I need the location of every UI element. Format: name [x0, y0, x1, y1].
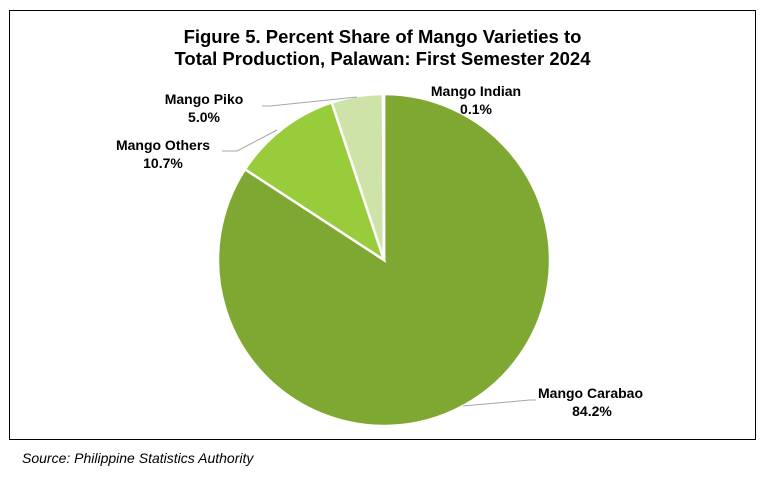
leader-line-mango-carabao [462, 399, 536, 407]
chart-frame [9, 10, 756, 440]
leader-line-mango-piko [262, 96, 358, 107]
slice-value-mango-piko: 5.0% [188, 109, 220, 125]
chart-title-line-1: Figure 5. Percent Share of Mango Varieti… [183, 26, 582, 47]
pie-slices [216, 92, 552, 428]
pie-slice-mango-others [243, 100, 387, 264]
slice-label-mango-piko: Mango Piko [165, 91, 244, 107]
slice-label-mango-indian: Mango Indian [431, 83, 521, 99]
chart-title: Figure 5. Percent Share of Mango Varieti… [9, 26, 756, 70]
slice-label-mango-others: Mango Others [116, 137, 210, 153]
leader-lines [222, 96, 536, 407]
slice-label-mango-carabao: Mango Carabao [538, 385, 643, 401]
leader-line-mango-others [222, 129, 278, 152]
slice-value-mango-carabao: 84.2% [572, 403, 612, 419]
slice-value-mango-others: 10.7% [143, 155, 183, 171]
source-note: Source: Philippine Statistics Authority [22, 450, 254, 466]
pie-slice-mango-indian [381, 92, 386, 261]
slice-labels: Mango Carabao 84.2% Mango Others 10.7% Mango… [116, 83, 643, 419]
slice-value-mango-indian: 0.1% [460, 101, 492, 117]
chart-title-line-2: Total Production, Palawan: First Semeste… [174, 48, 591, 69]
